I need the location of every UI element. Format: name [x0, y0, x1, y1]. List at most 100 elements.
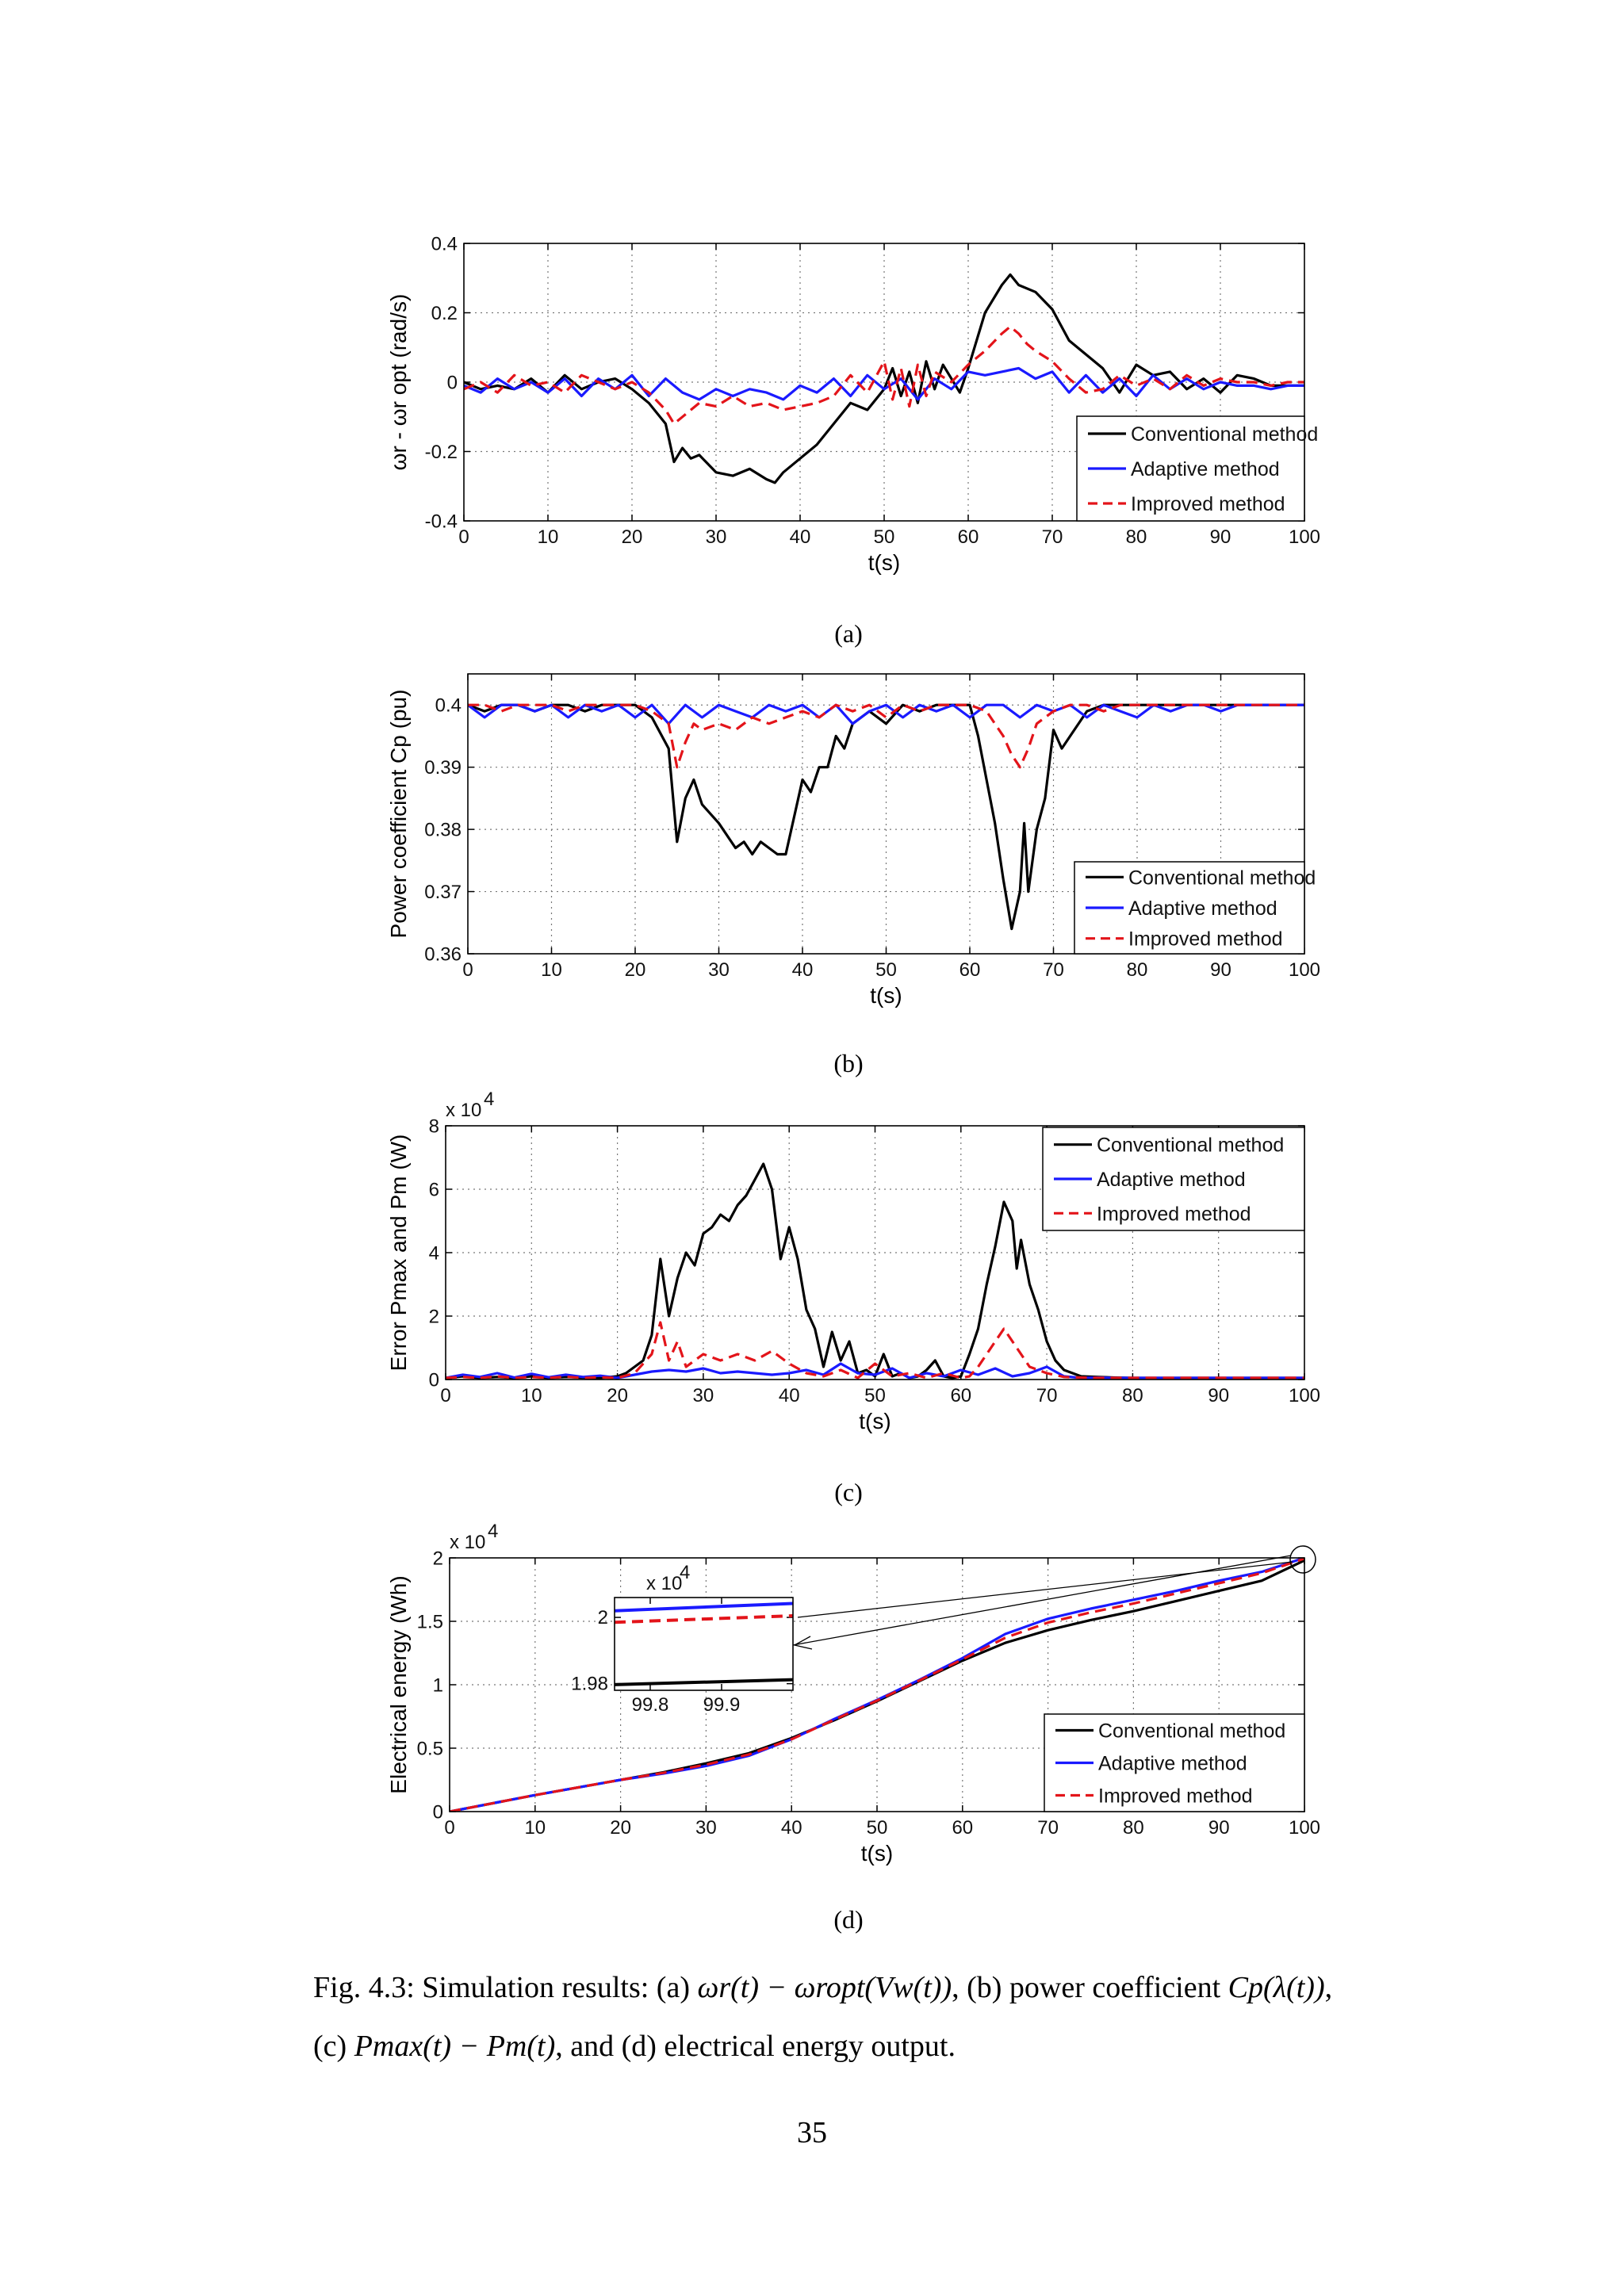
legend-label-improved-method: Improved method: [1097, 1203, 1251, 1225]
zoom-circle: [1289, 1545, 1316, 1574]
subcaption-d: (d): [833, 1905, 863, 1934]
x-tick-label: 60: [958, 526, 979, 548]
series-line-improved-method: [446, 1321, 1304, 1380]
inset-scale-exponent: 4: [680, 1562, 690, 1583]
x-tick-label: 0: [458, 526, 469, 548]
legend-label-improved-method: Improved method: [1098, 1785, 1253, 1808]
y-tick-label: 1.98: [571, 1673, 608, 1694]
subcaption-c: (c): [834, 1478, 863, 1506]
legend-label-conventional-method: Conventional method: [1131, 423, 1318, 446]
x-tick-label: 30: [706, 526, 727, 548]
y-axis-label: Error Pmax and Pm (W): [386, 1135, 411, 1372]
x-tick-label: 40: [792, 959, 814, 981]
y-axis-label: Electrical energy (Wh): [386, 1575, 411, 1793]
y-tick-label: 1: [433, 1674, 443, 1696]
x-tick-label: 70: [1042, 526, 1063, 548]
y-tick-label: 0.4: [435, 695, 462, 717]
x-axis-label: t(s): [868, 550, 900, 575]
figure-caption: Fig. 4.3: Simulation results: (a) ωr(t) …: [313, 1958, 1439, 2076]
y-tick-label: 0.36: [424, 943, 462, 965]
plot-area: [615, 1598, 793, 1690]
x-tick-label: 100: [1289, 1817, 1320, 1839]
legend-label-adaptive-method: Adaptive method: [1097, 1169, 1246, 1191]
subcaption-b: (b): [833, 1049, 863, 1077]
x-tick-label: 20: [622, 526, 643, 548]
series-line-improved-method: [615, 1614, 793, 1624]
x-tick-label: 50: [864, 1385, 886, 1406]
x-tick-label: 70: [1036, 1385, 1058, 1406]
caption-math: Cp(λ(t)): [1228, 1971, 1325, 2004]
y-tick-label: 2: [433, 1548, 443, 1569]
axes-frame: [445, 1125, 1305, 1380]
caption-text: (c): [313, 2030, 354, 2063]
y-scale-exponent: 4: [484, 1089, 494, 1110]
x-tick-label: 100: [1289, 959, 1320, 981]
legend-label-conventional-method: Conventional method: [1098, 1720, 1285, 1743]
series-line-adaptive-method: [468, 703, 1304, 725]
y-tick-label: -0.2: [425, 442, 458, 463]
y-tick-label: 0: [433, 1801, 443, 1823]
x-tick-label: 100: [1289, 526, 1320, 548]
x-tick-label: 50: [874, 526, 895, 548]
y-tick-label: 4: [429, 1242, 439, 1264]
y-scale-exponent: 4: [488, 1521, 498, 1542]
y-tick-label: 0: [429, 1369, 439, 1391]
x-tick-label: 99.9: [703, 1694, 741, 1716]
x-tick-label: 60: [950, 1385, 971, 1406]
x-tick-label: 20: [625, 959, 646, 981]
y-scale-multiplier: x 10: [450, 1532, 485, 1553]
y-tick-label: 8: [429, 1115, 439, 1137]
legend-label-improved-method: Improved method: [1131, 493, 1285, 515]
axes-frame: [449, 1557, 1305, 1812]
series-line-conventional-method: [468, 703, 1304, 931]
y-tick-label: -0.4: [425, 511, 458, 532]
x-tick-label: 10: [541, 959, 562, 981]
series-line-improved-method: [464, 325, 1304, 426]
y-tick-label: 0.39: [424, 757, 462, 779]
x-tick-label: 40: [790, 526, 811, 548]
legend-label-adaptive-method: Adaptive method: [1131, 458, 1280, 480]
series-line-conventional-method: [615, 1678, 793, 1686]
x-tick-label: 60: [952, 1817, 973, 1839]
page-number: 35: [797, 2116, 827, 2149]
y-tick-label: 0.37: [424, 882, 462, 903]
x-tick-label: 30: [708, 959, 730, 981]
axes-frame: [463, 243, 1305, 522]
x-tick-label: 99.8: [632, 1694, 669, 1716]
y-tick-label: 0.38: [424, 820, 462, 841]
caption-line-1: Fig. 4.3: Simulation results: (a) ωr(t) …: [313, 1958, 1439, 2017]
panel-b: 0 10 20 30 40 50 60 70 80 90 100 0.36 0.37 0.38 0.39 0.…: [386, 673, 1320, 1008]
series-line-adaptive-method: [615, 1601, 793, 1613]
x-tick-label: 80: [1122, 1385, 1143, 1406]
x-tick-label: 100: [1289, 1385, 1320, 1406]
x-tick-label: 10: [521, 1385, 542, 1406]
subcaption-a: (a): [834, 619, 863, 648]
y-tick-label: 6: [429, 1179, 439, 1200]
y-tick-label: 1.5: [417, 1611, 443, 1632]
series-line-improved-method: [468, 703, 1304, 769]
caption-line-2: (c) Pmax(t) − Pm(t), and (d) electrical …: [313, 2017, 1439, 2076]
x-axis-label: t(s): [859, 1409, 891, 1433]
x-tick-label: 80: [1126, 526, 1147, 548]
x-tick-label: 0: [440, 1385, 450, 1406]
panel-d: 0 10 20 30 40 50 60 70 80 90 100 0 0.5 1 1.5 2 t(s) Elect…: [386, 1521, 1320, 1866]
y-axis-label: ωr - ωr opt (rad/s): [386, 294, 411, 471]
x-tick-label: 70: [1043, 959, 1064, 981]
x-tick-label: 20: [610, 1817, 631, 1839]
series-line-adaptive-method: [464, 366, 1304, 401]
caption-math: ωr(t) − ωropt(Vw(t)): [697, 1971, 952, 2004]
series-line-adaptive-method: [446, 1362, 1304, 1380]
y-axis-label: Power coefficient Cp (pu): [386, 690, 411, 939]
x-axis-label: t(s): [870, 983, 902, 1008]
panel-c: 0 10 20 30 40 50 60 70 80 90 100 0 2 4 6 8 t(s) Error Pma…: [386, 1089, 1320, 1433]
y-scale-multiplier: x 10: [446, 1100, 481, 1121]
x-tick-label: 60: [959, 959, 981, 981]
x-tick-label: 90: [1210, 526, 1231, 548]
x-tick-label: 40: [781, 1817, 802, 1839]
x-tick-label: 90: [1210, 959, 1231, 981]
series-line-conventional-method: [446, 1162, 1304, 1380]
zoom-arrow-line: [797, 1561, 1293, 1618]
legend-label-adaptive-method: Adaptive method: [1098, 1753, 1247, 1775]
caption-math: Pmax(t) − Pm(t): [354, 2030, 556, 2063]
